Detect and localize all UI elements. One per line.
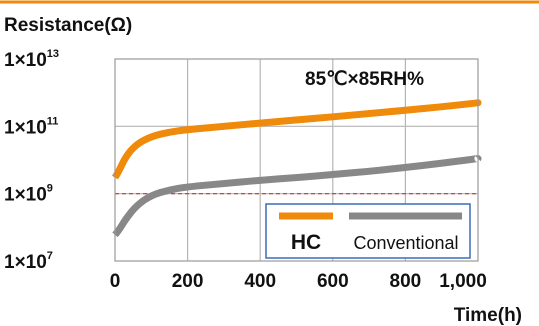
y-tick-label-9: 1×109 — [4, 183, 53, 206]
x-tick-label-1000: 1,000 — [439, 271, 487, 292]
y-tick-label-11: 1×1011 — [4, 115, 58, 138]
x-axis-title: Time(h) — [454, 305, 522, 326]
y-tick-label-7: 1×107 — [4, 250, 53, 273]
x-tick-label-200: 200 — [172, 271, 204, 292]
condition-annotation: 85℃×85RH% — [305, 69, 424, 90]
y-tick-label-13: 1×1013 — [4, 48, 59, 71]
plot-frame — [114, 58, 479, 262]
y-tick-labels: 1×1013 1×1011 1×109 1×107 — [4, 48, 59, 273]
x-tick-label-0: 0 — [110, 271, 121, 292]
legend-label-conventional: Conventional — [353, 233, 458, 253]
legend: HC Conventional — [265, 203, 471, 259]
x-tick-label-800: 800 — [390, 271, 422, 292]
x-tick-labels: 0 200 400 600 800 1,000 — [110, 271, 487, 292]
x-tick-label-600: 600 — [317, 271, 349, 292]
series-line-hc — [111, 99, 482, 180]
grid-lines — [115, 59, 478, 261]
series-lines — [111, 99, 482, 238]
legend-label-hc: HC — [291, 231, 321, 254]
series-line-conventional — [112, 155, 482, 238]
x-tick-label-400: 400 — [244, 271, 276, 292]
y-axis-title: Resistance(Ω) — [4, 15, 132, 36]
